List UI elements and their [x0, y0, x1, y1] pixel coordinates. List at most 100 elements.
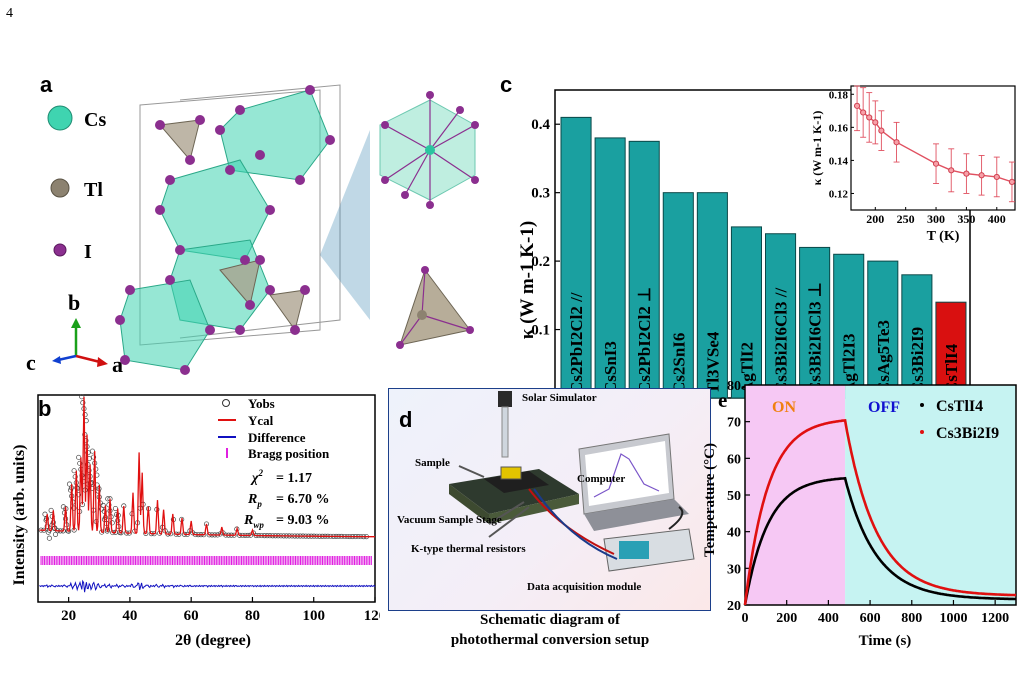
- chart-e-ytick-label: 50: [727, 489, 741, 504]
- inset-xlabel: T (K): [927, 229, 960, 244]
- chart-c-ytick-label: 0.2: [531, 254, 550, 270]
- light-beam: [501, 406, 509, 458]
- chart-b-frame: [37, 394, 376, 603]
- inset-ytick-label: 0.14: [829, 155, 849, 167]
- legend-cs-label: Cs: [84, 109, 106, 131]
- yobs-point: [85, 450, 91, 456]
- inset-point: [893, 139, 900, 146]
- chart-e-ytick-label: 20: [727, 599, 741, 614]
- laptop-base: [584, 499, 689, 531]
- chart-e-xlabel: Time (s): [859, 633, 912, 649]
- yobs-point: [109, 520, 115, 526]
- bar-category-label: CsAg5Te3: [874, 320, 893, 394]
- iodine-atoms: [115, 85, 335, 375]
- chart-e-ytick-label: 30: [727, 562, 741, 577]
- svg-text:Rp: Rp: [247, 492, 262, 509]
- yobs-point: [45, 529, 51, 535]
- bar: [730, 226, 763, 399]
- legend-cs3bi2i9: Cs3Bi2I9: [936, 425, 999, 442]
- difference-line: [39, 579, 376, 593]
- chart-e-xtick-label: 400: [818, 611, 839, 626]
- legend-ycal: Ycal: [248, 413, 274, 428]
- bar: [662, 192, 694, 399]
- chart-b-xtick-label: 100: [302, 608, 325, 624]
- page-number: 4: [6, 6, 13, 21]
- off-region: [845, 385, 1016, 605]
- vacuum-stage: [449, 469, 579, 514]
- thermal-conductivity-bar-chart: κ (W m-1 K-1) 0.00.10.20.30.4 Cs2PbI2Cl2…: [517, 85, 1016, 400]
- inset-xtick-label: 400: [988, 212, 1006, 226]
- legend-tl-atom: [50, 178, 70, 198]
- yobs-point: [82, 412, 88, 418]
- bar: [594, 137, 626, 399]
- yobs-point: [102, 514, 108, 521]
- label-solar-simulator: Solar Simulator: [522, 392, 597, 404]
- chart-e-xtick-label: 800: [901, 611, 922, 626]
- sample-block: [500, 466, 522, 480]
- bar-category-label: AgTl2I3: [840, 334, 859, 394]
- legend-cstli4: CsTlI4: [936, 398, 983, 415]
- chart-b-ylabel: Intensity (arb. units): [11, 445, 28, 586]
- label-vacuum-stage: Vacuum Sample Stage: [397, 514, 502, 526]
- inset-point: [853, 102, 861, 109]
- axis-a-label: a: [112, 352, 123, 377]
- inset-point: [878, 127, 885, 134]
- yobs-point: [44, 523, 50, 529]
- chart-e-ytick-label: 40: [727, 526, 741, 541]
- yobs-point: [50, 519, 56, 525]
- bar-category-label: Cs2PbI2Cl2 //: [567, 292, 586, 394]
- zoomed-cs-polyhedron: [379, 91, 479, 209]
- chart-c-ytick-label: 0.4: [531, 117, 550, 133]
- yobs-point: [80, 400, 86, 406]
- inset-point: [872, 119, 879, 126]
- legend-i-atom: [53, 243, 67, 257]
- chart-e-ytick-label: 80: [727, 380, 741, 394]
- inset-xtick-label: 200: [866, 212, 884, 226]
- solar-simulator-head: [498, 391, 512, 407]
- bar: [765, 233, 797, 399]
- chart-c-ylabel: κ (W m-1 K-1): [517, 221, 538, 339]
- label-computer: Computer: [577, 473, 626, 485]
- chart-b-xlabel: 2θ (degree): [175, 632, 251, 649]
- inset-point: [978, 172, 985, 179]
- yobs-point: [76, 454, 82, 460]
- legend-cs-atom: [47, 105, 73, 131]
- inset-point: [963, 170, 970, 177]
- chart-e-xtick-label: 200: [776, 611, 797, 626]
- yobs-point: [91, 454, 97, 460]
- bar-category-label: CsTlI4: [942, 343, 961, 394]
- crystal-structure-figure: Cs Tl I: [26, 84, 479, 377]
- off-label: OFF: [868, 399, 900, 416]
- inset-point: [948, 167, 955, 174]
- chart-e-ytick-label: 70: [727, 416, 741, 431]
- chart-c-ytick-label: 0.3: [531, 186, 550, 202]
- chart-e-xtick-label: 1200: [981, 611, 1009, 626]
- yobs-point: [68, 487, 74, 493]
- inset-ytick-label: 0.16: [829, 122, 849, 134]
- axis-c-label: c: [26, 350, 36, 375]
- legend-yobs: Yobs: [248, 396, 275, 411]
- chart-b-xtick-label: 80: [245, 608, 260, 624]
- bar-category-label: Cs3Bi2I6Cl3 //: [772, 287, 791, 394]
- stat-chi2: = 1.17: [276, 471, 312, 486]
- setup-schematic: d Solar Simulator Sample Computer Vacuum…: [388, 388, 711, 611]
- legend-i-label: I: [84, 241, 92, 263]
- yobs-point: [143, 530, 149, 536]
- legend-marker: [920, 403, 924, 407]
- yobs-point: [72, 474, 78, 480]
- label-sample: Sample: [415, 457, 450, 469]
- stat-rp: = 6.70 %: [276, 492, 329, 507]
- stat-rwp: = 9.03 %: [276, 513, 329, 528]
- legend-bragg: Bragg position: [248, 446, 330, 461]
- chart-b-xtick-label: 120: [364, 608, 380, 624]
- chart-e-xtick-label: 0: [742, 611, 749, 626]
- panel-e-label: e: [718, 388, 727, 412]
- yobs-point: [71, 505, 77, 511]
- panel-d-label: d: [399, 407, 413, 432]
- bar-category-label: AgTlI2: [737, 342, 756, 394]
- chart-b-xtick-label: 40: [122, 608, 137, 624]
- yobs-point: [46, 535, 52, 541]
- inset-xtick-label: 250: [897, 212, 915, 226]
- bar: [696, 192, 728, 399]
